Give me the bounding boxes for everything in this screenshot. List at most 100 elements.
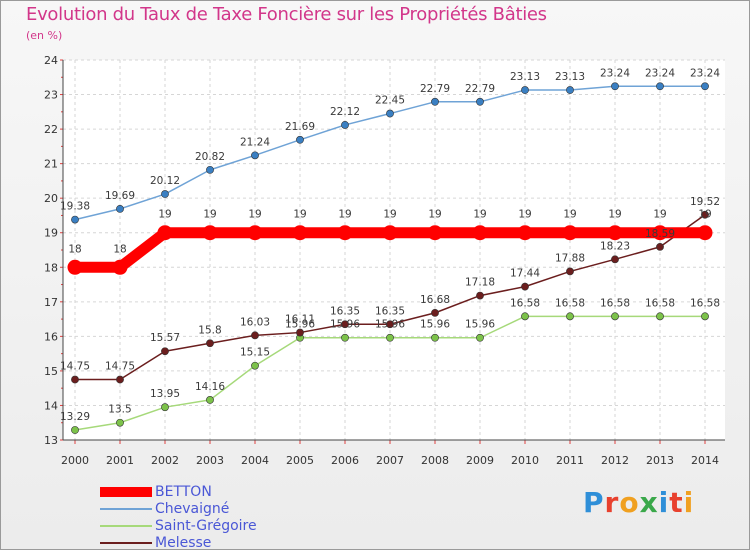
data-point	[341, 333, 349, 342]
data-point	[157, 225, 173, 241]
x-tick-label: 2011	[556, 454, 584, 467]
data-point	[161, 347, 169, 356]
data-point	[382, 225, 398, 241]
logo-letter: P	[583, 486, 605, 519]
legend-swatch	[100, 508, 152, 510]
data-label: 18	[68, 243, 81, 255]
data-label: 21.69	[285, 121, 315, 133]
data-label: 16.11	[285, 314, 315, 326]
data-point	[67, 259, 83, 275]
data-label: 19.52	[690, 196, 720, 208]
data-label: 17.44	[510, 268, 540, 280]
data-label: 14.75	[60, 361, 90, 373]
x-tick-label: 2014	[691, 454, 719, 467]
data-label: 23.24	[645, 67, 675, 79]
data-point	[521, 86, 529, 94]
data-point	[206, 165, 214, 174]
data-label: 19	[653, 209, 666, 221]
data-label: 17.18	[465, 277, 495, 289]
data-point	[161, 190, 169, 198]
data-point	[607, 225, 623, 241]
data-point	[472, 225, 488, 241]
x-tick-label: 2009	[466, 454, 494, 467]
data-label: 21.24	[240, 136, 270, 148]
data-point	[161, 403, 169, 412]
data-point	[71, 215, 79, 224]
data-label: 19	[428, 209, 441, 221]
data-label: 22.45	[375, 95, 405, 107]
data-point	[431, 308, 439, 317]
y-tick-label: 24	[44, 54, 58, 67]
y-tick-label: 17	[44, 296, 58, 309]
data-point	[697, 225, 713, 241]
data-label: 19	[338, 209, 351, 221]
data-label: 15.96	[420, 319, 450, 331]
data-label: 16.58	[600, 297, 630, 309]
data-label: 14.75	[105, 361, 135, 373]
data-label: 19	[473, 209, 486, 221]
data-label: 16.58	[555, 297, 585, 309]
data-point	[296, 328, 304, 337]
data-point	[476, 333, 484, 342]
data-point	[247, 225, 263, 241]
y-tick-label: 18	[44, 261, 58, 274]
x-tick-label: 2002	[151, 454, 179, 467]
logo-letter: i	[658, 486, 670, 519]
x-tick-label: 2003	[196, 454, 224, 467]
chart-subtitle: (en %)	[26, 29, 63, 42]
logo-letter: r	[604, 486, 620, 519]
data-point	[116, 204, 124, 213]
legend-label: Chevaigné	[155, 501, 230, 517]
data-label: 15.96	[285, 319, 315, 331]
data-point	[71, 426, 79, 434]
data-label: 19	[383, 209, 396, 221]
data-point	[206, 396, 214, 404]
y-tick-label: 13	[44, 434, 58, 447]
data-label: 18.59	[645, 228, 675, 240]
data-point	[652, 225, 668, 241]
data-label: 19	[698, 209, 711, 221]
data-label: 19	[203, 209, 216, 221]
data-label: 16.35	[330, 305, 360, 317]
data-label: 15.96	[465, 319, 495, 331]
x-tick-label: 2007	[376, 454, 404, 467]
data-label: 22.12	[330, 106, 360, 118]
data-point	[701, 312, 709, 321]
data-point	[341, 320, 349, 329]
data-label: 16.58	[690, 297, 720, 309]
data-label: 13.5	[108, 404, 131, 416]
data-label: 16.58	[510, 297, 540, 309]
data-point	[521, 312, 529, 321]
y-tick-label: 14	[44, 399, 58, 412]
data-point	[206, 339, 214, 348]
data-label: 15.15	[240, 347, 270, 359]
data-label: 23.13	[510, 71, 540, 83]
data-label: 19	[158, 209, 171, 221]
y-tick-label: 19	[44, 227, 58, 240]
data-point	[116, 375, 124, 384]
data-label: 13.95	[150, 388, 180, 400]
y-tick-label: 22	[44, 123, 58, 136]
data-point	[566, 312, 574, 321]
data-point	[202, 225, 218, 241]
data-point	[341, 121, 349, 129]
legend-label: BETTON	[155, 484, 212, 500]
y-tick-label: 16	[44, 330, 58, 343]
x-tick-label: 2008	[421, 454, 449, 467]
proxiti-logo: Proxiti	[583, 486, 694, 519]
data-label: 19	[248, 209, 261, 221]
data-point	[386, 320, 394, 329]
data-label: 16.03	[240, 316, 270, 328]
data-point	[427, 225, 443, 241]
data-point	[476, 291, 484, 300]
data-point	[656, 312, 664, 321]
x-tick-label: 2006	[331, 454, 359, 467]
data-label: 22.79	[420, 83, 450, 95]
legend-swatch	[100, 525, 152, 527]
x-tick-label: 2013	[646, 454, 674, 467]
data-label: 16.35	[375, 305, 405, 317]
data-label: 16.68	[420, 294, 450, 306]
data-point	[386, 109, 394, 118]
data-label: 14.16	[195, 381, 225, 393]
